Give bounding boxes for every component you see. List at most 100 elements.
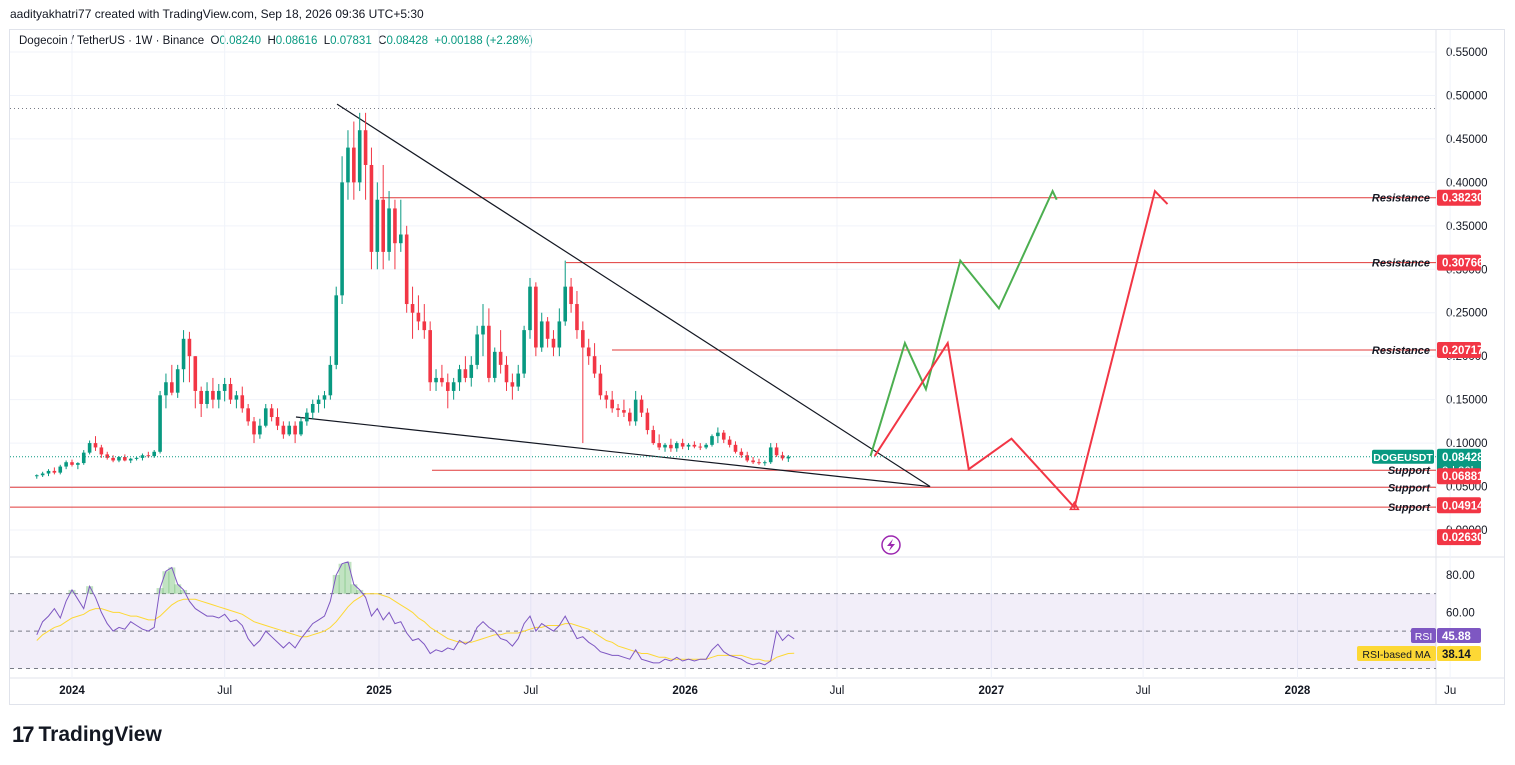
price-axis-label: 0.25000	[1446, 308, 1488, 320]
candle-body	[492, 351, 497, 378]
candle-body	[780, 455, 785, 459]
candle-body	[340, 182, 344, 296]
wedge-trendline	[295, 416, 931, 488]
candle-body	[622, 410, 626, 413]
rsi-overbought-fill	[174, 584, 182, 594]
candle-body	[445, 382, 450, 391]
candle-body	[234, 395, 239, 400]
support-label: Support	[1388, 502, 1431, 514]
candle-body	[669, 444, 673, 449]
rsi-overbought-fill	[338, 563, 346, 594]
candle-body	[246, 408, 250, 422]
time-axis-label: Ju	[1444, 685, 1456, 697]
candle-body	[134, 457, 139, 459]
candle-body	[123, 456, 127, 461]
candle-body	[352, 147, 356, 183]
candle-body	[240, 395, 245, 409]
rsi-axis-label: 80.00	[1446, 570, 1475, 582]
candle-body	[498, 351, 503, 365]
candle-body	[269, 408, 274, 418]
candle-body	[199, 390, 203, 404]
rsi-tag-bg	[1411, 628, 1436, 643]
candle-body	[287, 425, 292, 435]
candle-body	[786, 456, 791, 459]
candle-body	[592, 356, 597, 374]
change-value: +0.00188 (+2.28%)	[434, 35, 533, 47]
candle-body	[70, 462, 74, 465]
candle-body	[52, 470, 57, 473]
candle-body	[575, 304, 579, 331]
rsi-line	[36, 561, 795, 666]
time-axis-label: 2025	[366, 685, 392, 697]
time-axis-label: Jul	[217, 685, 232, 697]
low-label: L	[323, 35, 331, 47]
time-axis-label: 2026	[672, 685, 698, 697]
rsi-tag-text: RSI	[1415, 631, 1433, 643]
candle-body	[252, 421, 256, 435]
level-badge-text: 0.06881	[1442, 471, 1484, 483]
level-badge-bg	[1437, 497, 1481, 514]
support-label: Support	[1388, 465, 1431, 477]
resistance-label: Resistance	[1372, 258, 1430, 270]
rsi-overbought-fill	[86, 586, 94, 594]
candle-body	[733, 444, 738, 452]
candle-body	[346, 147, 350, 183]
candle-body	[369, 164, 374, 252]
level-badge-bg	[1437, 468, 1481, 485]
rsi-value-text: 45.88	[1442, 631, 1471, 643]
open-value: 0.08240	[219, 35, 262, 47]
candle-body	[205, 390, 209, 404]
candle-body	[451, 382, 456, 391]
candle-body	[99, 447, 104, 455]
level-badge-bg	[1437, 254, 1481, 271]
candle-body	[399, 234, 403, 244]
candle-body	[316, 399, 321, 404]
rsi-ma-tag-text: RSI-based MA	[1362, 649, 1430, 661]
candle-body	[181, 338, 186, 370]
rsi-ma-value-text: 38.14	[1442, 649, 1471, 661]
candle-body	[751, 460, 755, 463]
last-price-badge-text: 0.08428	[1442, 452, 1484, 464]
open-label: O	[210, 35, 220, 47]
candle-body	[146, 455, 151, 457]
candle-body	[158, 395, 162, 452]
candle-body	[117, 456, 121, 461]
rsi-overbought-fill	[162, 571, 170, 594]
support-label: Support	[1388, 482, 1431, 494]
candle-body	[81, 452, 86, 464]
candle-body	[757, 462, 761, 464]
candle-body	[211, 390, 215, 400]
candle-body	[111, 457, 115, 461]
close-value: 0.08428	[386, 35, 429, 47]
candle-body	[539, 321, 544, 348]
bearish-target-marker	[1069, 500, 1080, 511]
rsi-ma-value-bg	[1437, 646, 1481, 661]
candle-body	[299, 421, 303, 435]
bearish-projection-path	[873, 189, 1169, 510]
brand-name: TradingView	[38, 723, 162, 746]
candle-body	[193, 356, 198, 391]
rsi-overbought-fill	[168, 567, 176, 594]
candle-body	[76, 463, 80, 465]
candle-body	[293, 425, 297, 435]
level-badge-text: 0.38230	[1442, 193, 1484, 205]
rsi-overbought-fill	[68, 589, 76, 594]
time-axis-label: 2024	[59, 685, 85, 697]
candle-body	[692, 444, 697, 447]
candle-body	[628, 412, 632, 422]
resistance-label: Resistance	[1372, 345, 1430, 357]
candle-body	[586, 347, 591, 357]
candle-body	[363, 130, 368, 165]
candle-body	[551, 338, 556, 348]
candle-body	[534, 286, 538, 348]
candle-body	[716, 432, 720, 437]
candle-body	[305, 412, 309, 422]
candle-body	[651, 430, 656, 444]
level-badge-text: 0.20717	[1442, 345, 1484, 357]
time-axis-label: Jul	[1136, 685, 1151, 697]
candle-body	[64, 462, 68, 467]
candle-body	[569, 286, 573, 305]
tradingview-brand[interactable]: 17 TradingView	[12, 722, 162, 748]
lightning-event-icon	[881, 535, 901, 555]
